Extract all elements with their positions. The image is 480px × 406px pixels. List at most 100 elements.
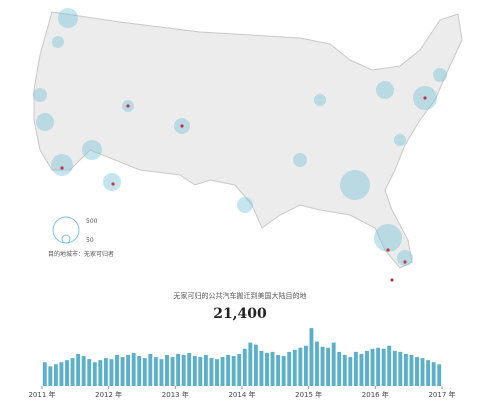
bar bbox=[176, 353, 181, 386]
bar bbox=[287, 351, 292, 386]
x-tick-label: 2015 年 bbox=[295, 390, 322, 399]
bar bbox=[192, 356, 197, 386]
bar bbox=[415, 357, 419, 386]
bar bbox=[365, 350, 369, 386]
bubble bbox=[237, 197, 253, 213]
bar bbox=[370, 348, 375, 386]
bar bbox=[103, 358, 108, 386]
bar bbox=[65, 360, 69, 386]
chart-title: 无家可归的公共汽车搬迁到美国大陆目的地 bbox=[174, 291, 307, 300]
bar bbox=[381, 348, 386, 386]
dot bbox=[403, 260, 407, 264]
bar bbox=[187, 352, 192, 386]
bubble bbox=[58, 8, 78, 28]
bubble bbox=[314, 94, 326, 106]
bar bbox=[376, 347, 381, 386]
bar bbox=[315, 341, 319, 386]
bar bbox=[431, 362, 436, 386]
x-tick-label: 2013 年 bbox=[162, 390, 189, 399]
bar bbox=[392, 350, 397, 386]
bar bbox=[48, 366, 53, 386]
bar-chart: 2011 年 2012 年 2013 年 2014 年 2015 年 2016 年 2017… bbox=[28, 328, 456, 399]
bar bbox=[265, 352, 269, 386]
bar bbox=[181, 355, 186, 386]
bar bbox=[220, 357, 225, 386]
x-tick-label: 2011 年 bbox=[28, 390, 55, 399]
us-outline bbox=[33, 11, 463, 269]
bar bbox=[270, 351, 275, 386]
bar bbox=[387, 345, 392, 386]
bar bbox=[159, 359, 164, 386]
bar bbox=[342, 355, 347, 386]
bar bbox=[398, 351, 403, 386]
bar bbox=[437, 364, 442, 386]
dot bbox=[126, 104, 130, 108]
bar bbox=[209, 358, 214, 386]
bar bbox=[148, 353, 153, 386]
bar bbox=[115, 355, 119, 386]
map: 500 50 目的地城市：无家可归者 bbox=[33, 8, 463, 282]
x-tick-label: 2017 年 bbox=[428, 390, 455, 399]
bar bbox=[81, 356, 86, 386]
bar bbox=[248, 342, 253, 386]
dot bbox=[386, 248, 390, 252]
bubble bbox=[52, 36, 64, 48]
dot bbox=[180, 124, 184, 128]
bubble bbox=[51, 154, 73, 176]
bar bbox=[276, 355, 281, 386]
bar bbox=[403, 353, 408, 386]
bar bbox=[337, 351, 342, 386]
bar bbox=[253, 344, 258, 386]
bubble bbox=[82, 140, 102, 160]
bar bbox=[303, 345, 308, 386]
x-tick-label: 2014 年 bbox=[228, 390, 255, 399]
bar bbox=[242, 348, 247, 386]
bar bbox=[298, 347, 303, 386]
bubble bbox=[433, 68, 447, 82]
bar bbox=[215, 359, 219, 386]
bar bbox=[120, 357, 125, 386]
bubbles bbox=[33, 8, 447, 282]
bar bbox=[153, 357, 158, 386]
legend-small: 50 bbox=[86, 237, 94, 244]
bar bbox=[59, 362, 64, 386]
bar bbox=[70, 358, 75, 386]
bubble bbox=[340, 170, 370, 200]
bar bbox=[326, 347, 331, 386]
bar bbox=[353, 351, 358, 386]
bar bbox=[53, 364, 58, 386]
x-tick-label: 2012 年 bbox=[95, 390, 122, 399]
bar bbox=[231, 356, 236, 386]
bubble bbox=[374, 224, 402, 252]
bar bbox=[42, 362, 47, 386]
dot bbox=[423, 96, 427, 100]
bar bbox=[198, 357, 203, 386]
x-tick-label: 2016 年 bbox=[362, 390, 389, 399]
bar bbox=[76, 353, 81, 386]
bar bbox=[109, 359, 114, 386]
legend-large: 500 bbox=[86, 218, 98, 225]
bar bbox=[170, 357, 175, 386]
bubble bbox=[33, 88, 47, 102]
bar bbox=[292, 349, 297, 386]
bar bbox=[165, 355, 169, 386]
size-legend: 500 50 目的地城市：无家可归者 bbox=[48, 216, 114, 258]
bar bbox=[348, 357, 353, 386]
bubble bbox=[397, 250, 413, 266]
bubble bbox=[394, 134, 406, 146]
bar bbox=[87, 359, 92, 386]
bar bbox=[203, 355, 208, 386]
dot bbox=[60, 166, 64, 170]
bar bbox=[426, 360, 431, 386]
bar bbox=[137, 356, 142, 386]
dot bbox=[111, 182, 115, 186]
legend-circle bbox=[61, 234, 71, 244]
bar bbox=[142, 358, 147, 386]
bar bbox=[420, 358, 425, 386]
bar bbox=[409, 355, 414, 386]
bar bbox=[331, 342, 336, 386]
bar bbox=[359, 353, 364, 386]
legend-circle bbox=[52, 216, 80, 244]
bubble bbox=[103, 173, 121, 191]
